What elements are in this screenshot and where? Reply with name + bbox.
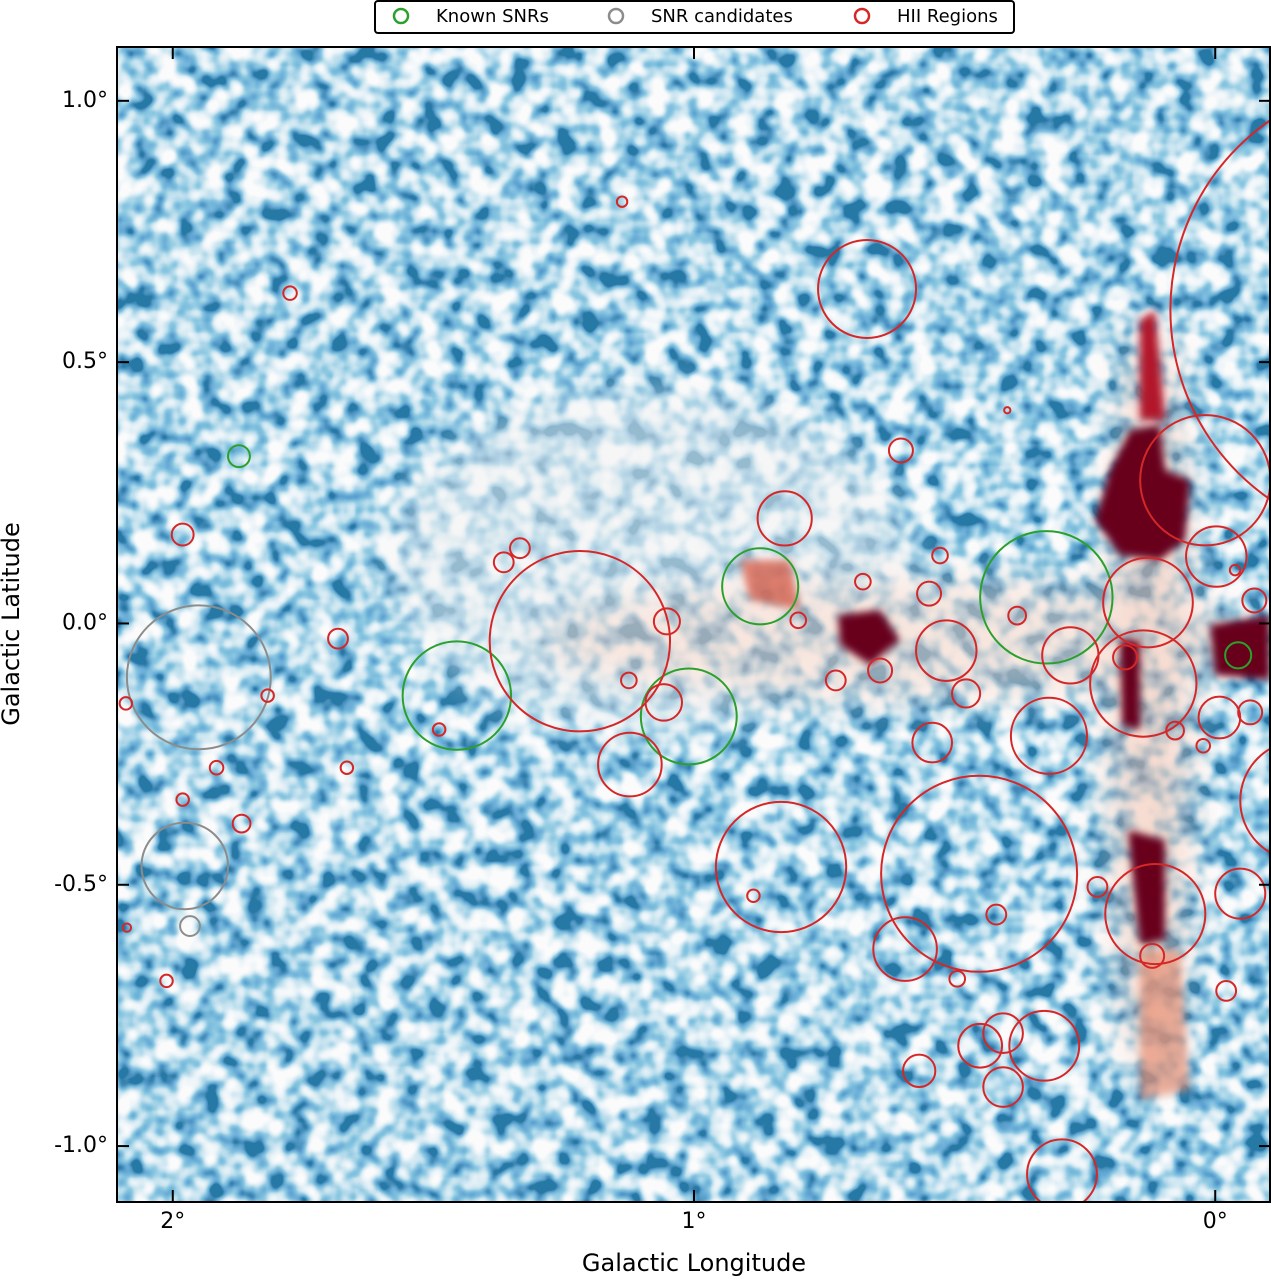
legend-label: HII Regions <box>897 6 998 27</box>
region-circle <box>1104 862 1207 966</box>
diffuse-emission <box>390 320 1260 1080</box>
region-circle <box>1041 626 1100 685</box>
region-circle <box>854 572 872 591</box>
y-tick-label: -1.0° <box>54 1133 108 1158</box>
region-circle <box>1185 525 1248 588</box>
legend-marker <box>607 7 625 25</box>
region-circle <box>1237 699 1264 726</box>
region-circle <box>1008 1009 1081 1082</box>
region-circle <box>824 669 847 692</box>
region-circle <box>1214 867 1267 920</box>
region-circle <box>175 792 190 807</box>
y-tick-label: 0.5° <box>62 349 108 374</box>
region-circle <box>915 619 978 682</box>
region-circle <box>615 195 629 208</box>
region-circle <box>488 550 672 733</box>
region-circle <box>1112 644 1139 671</box>
legend: Known SNRs SNR candidates HII Regions <box>374 0 1015 34</box>
region-circle <box>746 888 761 903</box>
y-tick-label: 1.0° <box>62 88 108 113</box>
region-circle <box>1026 1138 1098 1202</box>
region-circle <box>982 1012 1024 1054</box>
region-circle <box>1007 605 1028 626</box>
region-circle <box>1139 942 1166 969</box>
region-circle <box>327 627 349 650</box>
region-circle <box>714 800 848 934</box>
region-circle <box>1009 696 1089 775</box>
region-circle <box>620 671 638 690</box>
region-circle <box>1169 118 1271 502</box>
region-circle <box>985 903 1008 926</box>
region-circle <box>902 1053 937 1088</box>
region-circle <box>979 530 1114 665</box>
x-axis-label: Galactic Longitude <box>582 1249 806 1277</box>
region-circle <box>982 1066 1024 1108</box>
region-circle <box>916 580 943 607</box>
region-circle <box>118 696 134 711</box>
region-circle <box>492 551 515 574</box>
ticks: 2° 1° 0° -1.0° -0.5° 0.0° 0.5° 1.0° <box>54 47 1271 1234</box>
region-circle <box>721 547 800 626</box>
bright-emission <box>740 310 1270 1100</box>
circle-layer <box>118 118 1271 1202</box>
region-circle <box>817 238 918 339</box>
region-circle <box>1086 875 1109 898</box>
x-tick-label: 1° <box>682 1209 707 1234</box>
legend-label: SNR candidates <box>651 6 793 27</box>
region-circle <box>401 640 513 751</box>
region-circle <box>756 490 813 547</box>
region-circle <box>159 973 174 989</box>
x-tick-label: 0° <box>1203 1209 1228 1234</box>
region-circle <box>260 688 275 703</box>
region-circle <box>1195 737 1212 754</box>
region-circle <box>1215 979 1238 1002</box>
region-circle <box>789 611 808 630</box>
region-circle <box>1165 720 1185 741</box>
region-circle <box>121 922 133 933</box>
region-circle <box>597 731 663 798</box>
region-circle <box>1224 641 1253 670</box>
region-circle <box>887 437 914 464</box>
region-circle <box>931 546 949 565</box>
region-circle <box>872 916 938 982</box>
region-circle <box>125 604 272 751</box>
legend-box <box>374 0 1015 34</box>
region-circle <box>179 915 201 937</box>
region-circle <box>1089 629 1198 738</box>
region-circle <box>140 821 230 911</box>
region-circle <box>1003 406 1012 415</box>
region-circle <box>1102 556 1194 649</box>
region-circle <box>227 444 251 469</box>
region-circle <box>431 722 447 737</box>
region-circle <box>957 1022 1004 1069</box>
x-tick-label: 2° <box>160 1209 185 1234</box>
region-circle <box>208 759 225 776</box>
legend-label: Known SNRs <box>436 6 549 27</box>
y-axis-label: Galactic Latitude <box>0 522 25 726</box>
sky-map <box>117 47 1271 1202</box>
region-circle <box>231 813 252 834</box>
y-tick-label: -0.5° <box>54 872 108 897</box>
region-circle <box>639 667 738 766</box>
y-tick-label: 0.0° <box>62 610 108 635</box>
region-circle <box>509 537 531 560</box>
region-circle <box>880 774 1079 973</box>
region-circle <box>170 522 195 547</box>
legend-marker <box>392 7 410 25</box>
region-circle <box>1228 563 1242 577</box>
legend-marker <box>853 7 871 25</box>
region-circle <box>951 678 982 709</box>
region-circle <box>911 721 954 764</box>
region-circle <box>1239 747 1271 855</box>
region-circle <box>644 683 684 722</box>
region-circle <box>339 760 355 775</box>
region-circle <box>282 285 298 301</box>
region-circle <box>652 607 681 636</box>
region-circle <box>948 970 967 988</box>
region-circle <box>1241 587 1268 614</box>
region-circle <box>867 657 894 684</box>
